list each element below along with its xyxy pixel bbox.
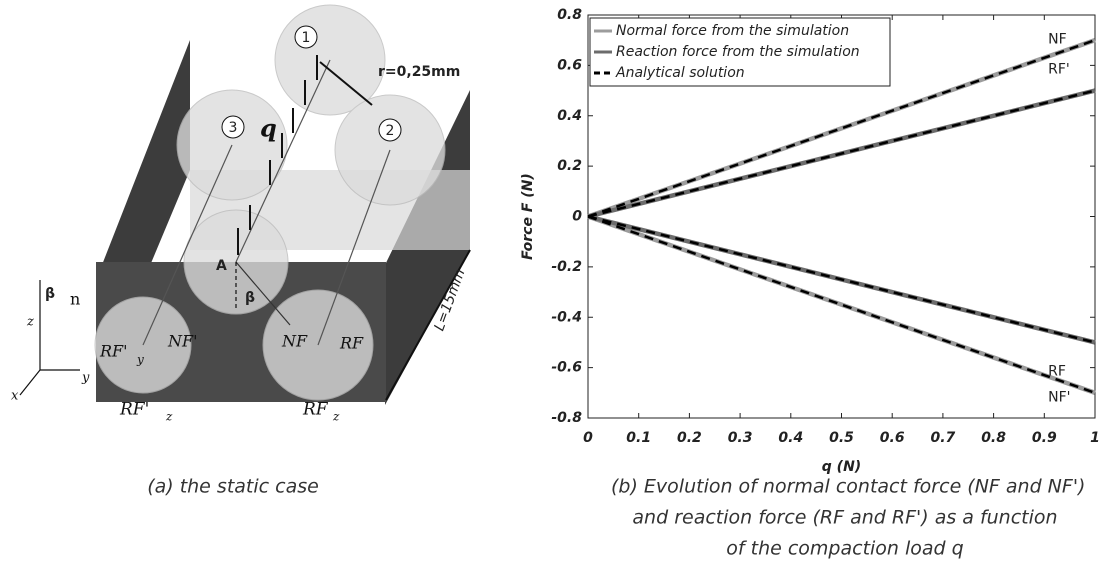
x-tick-label: 0.7 [930, 430, 955, 446]
label: x [11, 389, 19, 404]
y-tick-label: 0.2 [557, 158, 582, 174]
caption: (b) Evolution of normal contact force (N… [611, 476, 1085, 498]
label: β [245, 290, 255, 306]
x-tick-label: 0.5 [829, 430, 854, 446]
label: z [332, 410, 340, 424]
y-tick-label: 0.4 [557, 108, 582, 124]
y-tick-label: -0.4 [551, 309, 582, 325]
axis-line [142, 144, 233, 346]
legend-label: Reaction force from the simulation [616, 44, 860, 60]
x-tick-label: 0.6 [880, 430, 905, 446]
label: RF' [119, 400, 149, 420]
axis-line [317, 149, 391, 346]
label: RF' [99, 342, 128, 361]
line [587, 38, 1096, 219]
label: RF [302, 400, 329, 420]
legend-label: Normal force from the simulation [616, 23, 849, 39]
label: 2 [386, 123, 395, 139]
y-tick-label: -0.8 [551, 410, 582, 426]
line [587, 215, 1096, 344]
label: NF [281, 332, 308, 351]
x-tick-label: 0.4 [778, 430, 803, 446]
label: n [70, 290, 80, 309]
x-tick-label: 0.9 [1032, 430, 1057, 446]
x-tick-label: 0.8 [981, 430, 1006, 446]
radius-arrow [319, 61, 373, 106]
x-axis-label: q (N) [822, 459, 861, 475]
y-tick-label: 0.8 [557, 7, 582, 23]
x-tick-label: 0.2 [677, 430, 702, 446]
caption: of the compaction load q [726, 538, 963, 560]
label: 1 [302, 30, 311, 46]
line-label: NF [1048, 31, 1067, 47]
badge [294, 25, 318, 49]
label: y [136, 353, 144, 367]
normal-arrow [235, 261, 291, 326]
legend-label: Analytical solution [615, 65, 745, 81]
label: y [81, 371, 90, 386]
label: RF [339, 334, 364, 353]
axis [19, 369, 41, 396]
x-tick-label: 0 [583, 430, 593, 446]
caption: and reaction force (RF and RF') as a fun… [632, 507, 1057, 529]
axis-line [235, 59, 331, 263]
label: r=0,25mm [378, 64, 460, 80]
line-label: RF' [1048, 62, 1070, 78]
chart: 0 0.1 0.2 0.3 0.4 0.5 0.6 0.7 0.8 0.9 1 -0.8 -0.6 -0.… [520, 7, 1100, 560]
label: β [45, 286, 55, 302]
label: 3 [229, 120, 238, 136]
x-tick-label: 0.1 [626, 430, 651, 446]
label: A [216, 258, 227, 274]
line-label: NF' [1048, 390, 1070, 406]
label: NF' [167, 332, 198, 351]
legend [589, 17, 891, 87]
label: q [260, 114, 277, 143]
x-tick-label: 1 [1090, 430, 1100, 446]
line [587, 214, 1096, 395]
x-tick-label: 0.3 [728, 430, 753, 446]
line-label: RF [1048, 363, 1066, 379]
y-tick-label: 0 [572, 209, 582, 225]
line [587, 89, 1096, 218]
y-tick-label: -0.2 [551, 259, 582, 275]
illustration: 1 2 3 r=0,25mm q A β n β z y x RF' y NF'… [11, 4, 471, 498]
y-tick-label: 0.6 [557, 57, 582, 73]
label: z [165, 410, 173, 424]
length-arrow [385, 249, 471, 401]
badge [378, 118, 402, 142]
caption: (a) the static case [147, 476, 319, 498]
y-axis-label: Force F (N) [520, 173, 536, 260]
badge [221, 115, 245, 139]
y-tick-label: -0.6 [551, 360, 582, 376]
label: z [26, 315, 34, 330]
